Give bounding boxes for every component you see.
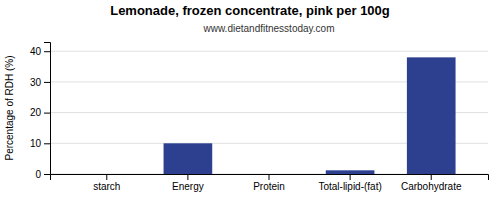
- title: Lemonade, frozen concentrate, pink per 1…: [110, 3, 390, 18]
- x-tick: Carbohydrate: [401, 174, 462, 192]
- bar: [164, 143, 213, 174]
- y-tick: 10: [30, 138, 50, 149]
- y-tick-mark: [44, 51, 50, 52]
- x-axis-line: [51, 175, 489, 181]
- bar: [407, 57, 456, 174]
- x-tick-mark: [350, 174, 351, 180]
- y-tick: 40: [30, 46, 50, 57]
- x-tick: Total-lipid-(fat): [318, 174, 381, 192]
- y-tick-mark: [44, 174, 50, 175]
- x-tick-label: Carbohydrate: [401, 181, 462, 192]
- x-axis: starch Energy Protein Total-lipid-(fat) Carb…: [51, 174, 489, 192]
- plot-area: starch Energy Protein Total-lipid-(fat) Carb…: [30, 43, 489, 193]
- x-tick: Energy: [172, 174, 204, 192]
- bar: [82, 174, 131, 175]
- x-tick: Protein: [253, 174, 285, 192]
- y-tick-label: 10: [30, 138, 42, 149]
- bar: [326, 170, 375, 174]
- y-tick-mark: [44, 82, 50, 83]
- x-tick-mark: [431, 174, 432, 180]
- y-tick-label: 30: [30, 77, 42, 88]
- subtitle: www.dietandfitnesstoday.com: [203, 23, 335, 34]
- chart-container: Lemonade, frozen concentrate, pink per 1…: [0, 0, 500, 200]
- x-tick-label: Protein: [253, 181, 285, 192]
- y-axis-line: [44, 43, 51, 175]
- y-tick-mark: [44, 113, 50, 114]
- y-axis-label: Percentage of RDH (%): [4, 55, 15, 160]
- bar: [245, 174, 294, 175]
- x-tick-mark: [187, 174, 188, 180]
- y-axis: 0 10 20 30 40: [30, 43, 51, 180]
- bars: [164, 57, 456, 174]
- grid-line: [50, 51, 488, 52]
- grid: [50, 51, 488, 174]
- y-tick: 30: [30, 77, 50, 88]
- x-tick-label: Energy: [172, 181, 204, 192]
- x-tick-mark: [106, 174, 107, 180]
- x-tick: starch: [93, 174, 120, 192]
- x-tick-label: Total-lipid-(fat): [318, 181, 381, 192]
- y-tick-label: 40: [30, 46, 42, 57]
- x-tick-label: starch: [93, 181, 120, 192]
- y-tick-label: 0: [35, 169, 41, 180]
- y-tick-mark: [44, 143, 50, 144]
- y-tick: 20: [30, 107, 50, 118]
- x-tick-mark: [269, 174, 270, 180]
- y-tick: 0: [35, 169, 50, 180]
- y-tick-label: 20: [30, 107, 42, 118]
- chart-svg: Lemonade, frozen concentrate, pink per 1…: [0, 0, 500, 200]
